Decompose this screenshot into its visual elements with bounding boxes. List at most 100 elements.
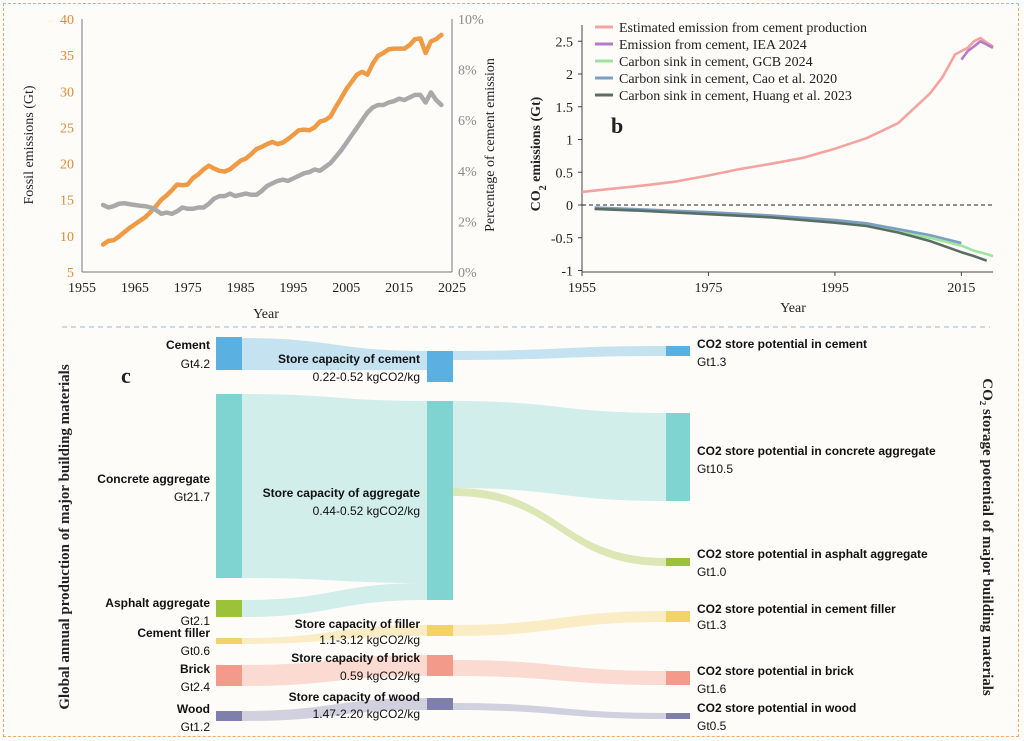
- panel-b-xtick-label: 1995: [821, 281, 849, 296]
- panel-a-y2tick-label: 10%: [458, 13, 484, 28]
- capacity-range-label: 0.59 kgCO2/kg: [340, 669, 420, 683]
- panel-a-xtick-label: 1965: [121, 281, 149, 296]
- panel-a-xtick-label: 1955: [68, 281, 96, 296]
- flow-wood-to-capacity: [242, 698, 427, 721]
- panel-a-xlabel: Year: [253, 307, 279, 322]
- target-node-0: [666, 346, 690, 356]
- source-node-3: [216, 638, 242, 644]
- capacity-node-aggregate: [427, 401, 453, 600]
- panel-a: Fossil emissions (Gt) Percentage of ceme…: [22, 13, 498, 322]
- panel-c: Global annual production of major buildi…: [57, 337, 995, 734]
- target-name-label: CO2 store potential in concrete aggregat…: [697, 444, 936, 458]
- capacity-node-brick: [427, 655, 453, 676]
- target-name-label: CO2 store potential in cement: [697, 337, 867, 351]
- target-name-label: CO2 store potential in wood: [697, 701, 856, 715]
- fossil-emissions-line: [100, 32, 444, 247]
- panel-a-ytick-label: 15: [60, 194, 74, 209]
- flow-brick-to-capacity: [242, 655, 427, 686]
- flow-cement-to-potential: [453, 346, 666, 360]
- target-node-1: [666, 413, 690, 501]
- panel-a-ytick-label: 35: [60, 49, 74, 64]
- flow-asphalt-to-capacity: [242, 583, 427, 617]
- target-value-label: Gt1.3: [697, 618, 727, 632]
- source-node-4: [216, 665, 242, 686]
- target-value-label: Gt1.3: [697, 355, 727, 369]
- flow-wood-to-potential: [453, 703, 666, 719]
- panel-b-ytick-label: 0.5: [556, 166, 574, 181]
- source-name-label: Cement filler: [137, 626, 210, 640]
- capacity-range-label: 1.1-3.12 kgCO2/kg: [319, 633, 420, 647]
- source-name-label: Wood: [177, 702, 210, 716]
- source-value-label: Gt2.1: [181, 614, 211, 628]
- panel-a-y2tick-label: 8%: [458, 64, 477, 79]
- source-node-2: [216, 600, 242, 617]
- cement-percentage-line: [100, 90, 444, 217]
- panel-a-xtick-label: 2005: [332, 281, 360, 296]
- target-node-5: [666, 713, 690, 719]
- panel-b-ytick-label: 1.5: [556, 101, 574, 116]
- panel-b-ytick-label: 0: [566, 199, 573, 214]
- figure-frame: [3, 3, 1019, 737]
- target-node-3: [666, 611, 690, 622]
- source-name-label: Asphalt aggregate: [105, 596, 210, 610]
- panel-a-ytick-label: 20: [60, 158, 74, 173]
- target-value-label: Gt1.0: [697, 565, 727, 579]
- panel-c-label: c: [121, 363, 131, 388]
- capacity-range-label: 0.22-0.52 kgCO2/kg: [313, 370, 420, 384]
- panel-b-ytick-label: 2.5: [556, 35, 574, 50]
- source-name-label: Cement: [166, 338, 210, 352]
- panel-b-ytick-label: -1: [561, 265, 573, 280]
- panel-b-xtick-label: 1955: [568, 281, 596, 296]
- panel-b: CO2 emissions (Gt) Year b -1 -0.5 0 0.5 1 1.5…: [529, 21, 994, 316]
- source-name-label: Concrete aggregate: [97, 472, 210, 486]
- panel-a-xtick-label: 1985: [227, 281, 255, 296]
- source-node-0: [216, 337, 242, 370]
- source-value-label: Gt1.2: [181, 720, 211, 734]
- panel-b-label: b: [611, 113, 623, 138]
- source-value-label: Gt21.7: [174, 490, 210, 504]
- panel-a-ytick-label: 5: [67, 266, 74, 281]
- panel-b-xtick-label: 2015: [947, 281, 975, 296]
- capacity-range-label: 1.47-2.20 kgCO2/kg: [313, 707, 420, 721]
- panel-b-ytick-label: 1: [566, 134, 573, 149]
- panel-b-series-line: [960, 39, 994, 61]
- panel-a-y2label: Percentage of cement emission: [483, 58, 498, 232]
- panel-b-ytick-label: -0.5: [551, 232, 573, 247]
- target-name-label: CO2 store potential in asphalt aggregate: [697, 547, 928, 561]
- panel-b-legend-entry: Carbon sink in cement, Cao et al. 2020: [619, 72, 837, 87]
- panel-a-ytick-label: 30: [60, 85, 74, 100]
- panel-a-y2tick-label: 0%: [458, 266, 477, 281]
- panel-b-legend-entry: Estimated emission from cement productio…: [619, 21, 867, 36]
- panel-b-legend-entry: Carbon sink in cement, Huang et al. 2023: [619, 89, 852, 104]
- flow-cement-to-capacity: [242, 338, 427, 370]
- capacity-name-label: Store capacity of brick: [291, 651, 420, 665]
- panel-c-right-axis-label: CO₂ storage potential of major building …: [979, 378, 995, 696]
- panel-b-series-line: [581, 36, 994, 194]
- target-node-4: [666, 671, 690, 685]
- capacity-name-label: Store capacity of wood: [289, 690, 420, 704]
- source-value-label: Gt4.2: [181, 357, 211, 371]
- panel-a-xtick-label: 2025: [438, 281, 466, 296]
- source-node-1: [216, 394, 242, 578]
- capacity-name-label: Store capacity of aggregate: [263, 486, 421, 500]
- capacity-node-filler: [427, 625, 453, 636]
- flow-brick-to-potential: [453, 660, 666, 685]
- target-value-label: Gt10.5: [697, 462, 733, 476]
- capacity-range-label: 0.44-0.52 kgCO2/kg: [313, 504, 420, 518]
- target-name-label: CO2 store potential in brick: [697, 664, 854, 678]
- panel-a-ytick-label: 10: [60, 230, 74, 245]
- panel-b-ylabel: CO2 emissions (Gt): [529, 96, 549, 211]
- flow-filler-to-potential: [453, 611, 666, 636]
- source-node-5: [216, 711, 242, 721]
- source-name-label: Brick: [180, 662, 210, 676]
- flow-filler-to-capacity: [242, 625, 427, 644]
- panel-b-xtick-label: 1975: [694, 281, 722, 296]
- panel-a-xtick-label: 2015: [385, 281, 413, 296]
- source-value-label: Gt2.4: [181, 680, 211, 694]
- panel-b-series-line: [594, 206, 962, 245]
- panel-a-ytick-label: 25: [60, 121, 74, 136]
- capacity-node-wood: [427, 698, 453, 710]
- panel-c-left-axis-label: Global annual production of major buildi…: [57, 364, 73, 709]
